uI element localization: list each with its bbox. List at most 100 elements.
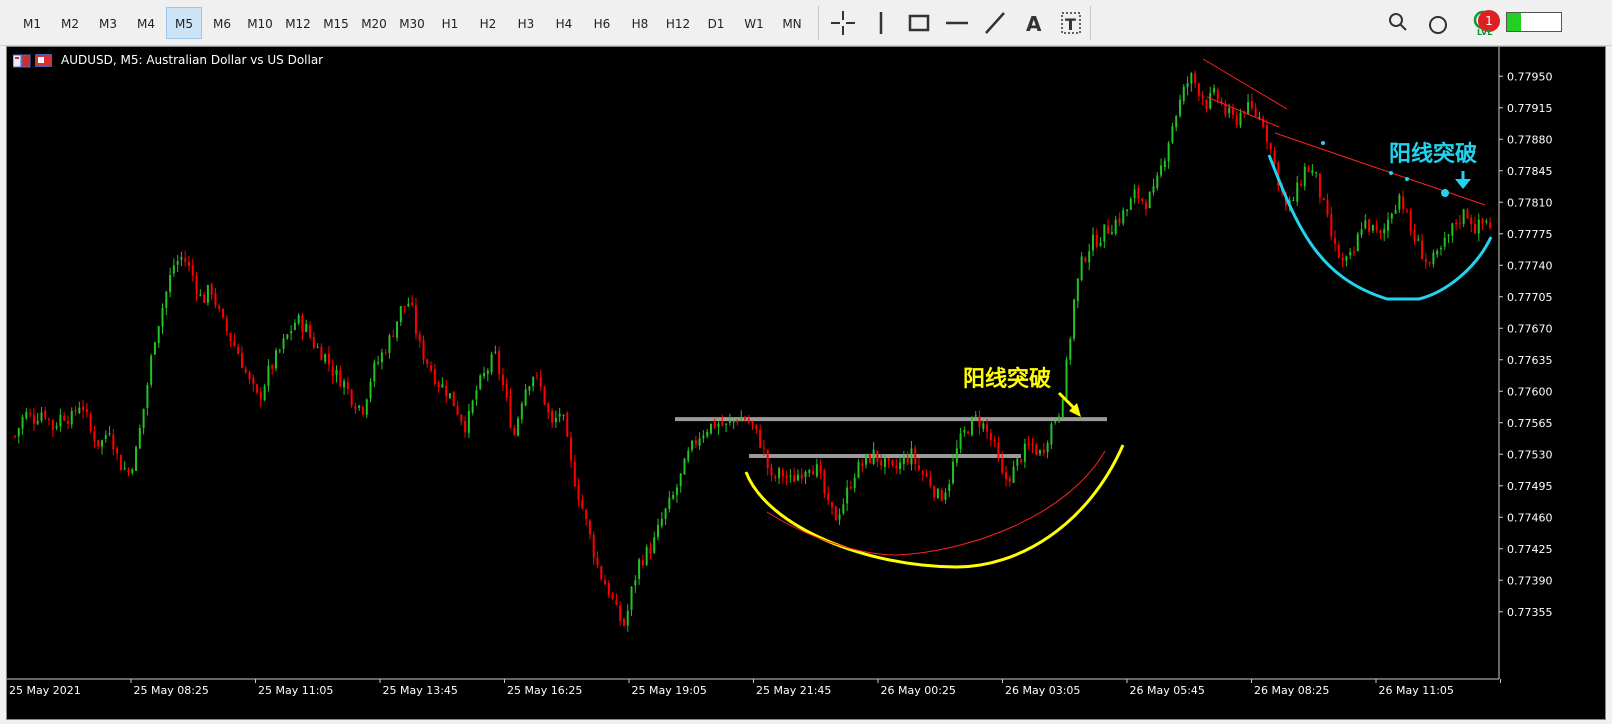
bull-candle bbox=[1451, 223, 1454, 236]
chart-title: AUDUSD, M5: Australian Dollar vs US Doll… bbox=[61, 53, 324, 67]
timeframe-h6-button[interactable]: H6 bbox=[593, 17, 611, 31]
rectangle-icon[interactable] bbox=[904, 8, 934, 38]
timeframe-m4-button[interactable]: M4 bbox=[137, 17, 155, 31]
price-chart[interactable]: 0.77950 0.77915 0.77880 0.77845 0.77810 0.777… bbox=[7, 47, 1607, 721]
bear-candle bbox=[354, 406, 357, 410]
timeframe-toolbar: M1 M2 M3 M4 M5 M6 M10 M12 M15 M20 M30 H1 H2 H3 H4 H6 H8 H… bbox=[0, 0, 1612, 46]
bear-candle bbox=[1273, 151, 1276, 164]
bear-candle bbox=[222, 308, 225, 318]
bull-candle bbox=[717, 423, 720, 427]
timeframe-m3-button[interactable]: M3 bbox=[99, 17, 117, 31]
bear-candle bbox=[1421, 240, 1424, 260]
timeframe-h8-button[interactable]: H8 bbox=[631, 17, 649, 31]
time-label: 25 May 16:25 bbox=[507, 684, 582, 697]
price-label: 0.77810 bbox=[1507, 196, 1553, 209]
bull-candle bbox=[732, 420, 735, 423]
timeframe-d1-button[interactable]: D1 bbox=[707, 17, 725, 31]
bear-candle bbox=[1141, 198, 1144, 201]
bear-candle bbox=[14, 436, 16, 438]
text-label-icon[interactable]: T bbox=[1056, 8, 1086, 38]
text-icon[interactable]: A bbox=[1018, 8, 1048, 38]
bear-candle bbox=[1402, 196, 1405, 209]
bull-candle bbox=[388, 335, 391, 353]
bull-candle bbox=[138, 427, 141, 449]
crosshair-icon[interactable] bbox=[828, 8, 858, 38]
bull-candle bbox=[274, 350, 277, 369]
bull-candle bbox=[1356, 233, 1359, 252]
bear-candle bbox=[452, 391, 455, 407]
bull-candle bbox=[1371, 224, 1374, 231]
bear-candle bbox=[244, 368, 247, 373]
bull-candle bbox=[490, 354, 493, 373]
bull-candle bbox=[104, 435, 107, 439]
channel-bottom-line bbox=[1206, 96, 1280, 128]
price-label: 0.77635 bbox=[1507, 354, 1553, 367]
bull-candle bbox=[1477, 219, 1480, 234]
bull-candle bbox=[842, 504, 845, 514]
timeframe-h12-button[interactable]: H12 bbox=[665, 17, 691, 31]
bear-candle bbox=[1341, 257, 1344, 261]
horizontal-line-icon[interactable] bbox=[942, 8, 972, 38]
timeframe-w1-button[interactable]: W1 bbox=[744, 17, 764, 31]
bull-candle bbox=[1133, 189, 1136, 199]
bear-candle bbox=[1368, 219, 1371, 232]
bear-candle bbox=[1254, 108, 1257, 117]
timeframe-m30-button[interactable]: M30 bbox=[399, 17, 425, 31]
bull-candle bbox=[21, 416, 24, 429]
price-label: 0.77845 bbox=[1507, 165, 1553, 178]
timeframe-m15-button[interactable]: M15 bbox=[323, 17, 349, 31]
timeframe-h1-button[interactable]: H1 bbox=[441, 17, 459, 31]
bull-candle bbox=[324, 354, 327, 362]
timeframe-m10-button[interactable]: M10 bbox=[247, 17, 273, 31]
bear-candle bbox=[800, 474, 803, 479]
bull-candle bbox=[1432, 252, 1435, 265]
bull-candle bbox=[1398, 195, 1401, 210]
bull-candle bbox=[131, 469, 134, 473]
search-icon[interactable] bbox=[1384, 8, 1414, 38]
timeframe-m5-button[interactable]: M5 bbox=[166, 7, 202, 39]
timeframe-m6-button[interactable]: M6 bbox=[213, 17, 231, 31]
chart-window[interactable]: AUDUSD, M5: Australian Dollar vs US Doll… bbox=[6, 46, 1606, 720]
bull-candle bbox=[1364, 220, 1367, 229]
time-label: 26 May 08:25 bbox=[1254, 684, 1329, 697]
bull-candle bbox=[668, 497, 671, 509]
bear-candle bbox=[713, 422, 716, 428]
timeframe-h4-button[interactable]: H4 bbox=[555, 17, 573, 31]
lvl-label: LVL bbox=[1477, 28, 1493, 37]
bear-candle bbox=[649, 547, 652, 554]
timeframe-m2-button[interactable]: M2 bbox=[61, 17, 79, 31]
bull-candle bbox=[778, 467, 781, 478]
vertical-line-icon[interactable] bbox=[866, 8, 896, 38]
bull-candle bbox=[1213, 88, 1216, 93]
bull-candle bbox=[664, 508, 667, 519]
notifications-icon[interactable] bbox=[1426, 8, 1456, 38]
timeframe-m12-button[interactable]: M12 bbox=[285, 17, 311, 31]
bear-candle bbox=[762, 447, 765, 449]
bear-candle bbox=[1409, 210, 1412, 232]
bear-candle bbox=[849, 486, 852, 489]
timeframe-m1-button[interactable]: M1 bbox=[23, 17, 41, 31]
timeframe-m20-button[interactable]: M20 bbox=[361, 17, 387, 31]
bull-candle bbox=[1228, 107, 1231, 114]
bear-candle bbox=[1231, 108, 1234, 116]
bear-candle bbox=[1084, 257, 1087, 262]
bear-candle bbox=[827, 493, 830, 501]
time-label: 25 May 13:45 bbox=[383, 684, 458, 697]
timeframe-h3-button[interactable]: H3 bbox=[517, 17, 535, 31]
bull-candle bbox=[278, 349, 281, 351]
touch-point-marker bbox=[1321, 141, 1325, 145]
bear-candle bbox=[766, 450, 769, 468]
bull-candle bbox=[1126, 209, 1129, 211]
bear-candle bbox=[252, 377, 255, 385]
bull-candle bbox=[808, 470, 811, 473]
timeframe-mn-button[interactable]: MN bbox=[782, 17, 802, 31]
bull-candle bbox=[1171, 126, 1174, 143]
bear-candle bbox=[361, 406, 364, 415]
trendline-icon[interactable] bbox=[980, 8, 1010, 38]
bear-candle bbox=[1307, 166, 1310, 173]
timeframe-h2-button[interactable]: H2 bbox=[479, 17, 497, 31]
bear-candle bbox=[933, 486, 936, 498]
bear-candle bbox=[619, 605, 622, 621]
bear-candle bbox=[1375, 225, 1378, 230]
bull-candle bbox=[1061, 399, 1064, 418]
